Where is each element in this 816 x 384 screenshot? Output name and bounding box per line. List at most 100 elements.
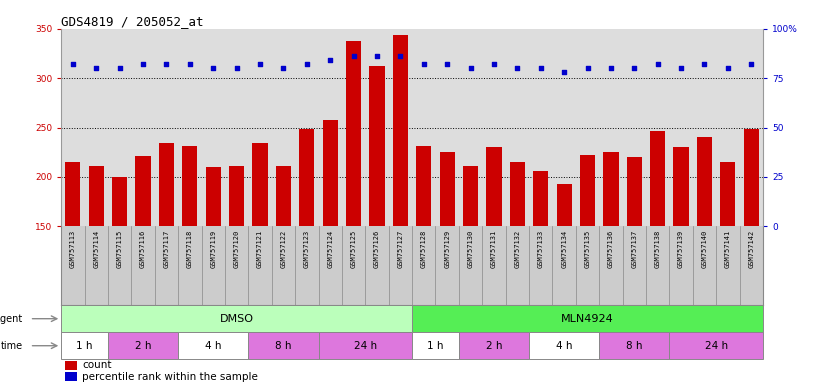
Text: DMSO: DMSO xyxy=(220,314,254,324)
Text: 24 h: 24 h xyxy=(353,341,377,351)
Point xyxy=(675,65,688,71)
Bar xyxy=(229,166,244,374)
Text: 2 h: 2 h xyxy=(135,341,151,351)
Bar xyxy=(112,177,127,374)
Bar xyxy=(178,332,248,359)
Text: GSM757136: GSM757136 xyxy=(608,230,614,268)
Text: GSM757128: GSM757128 xyxy=(421,230,427,268)
Text: GSM757130: GSM757130 xyxy=(468,230,473,268)
Bar xyxy=(459,332,529,359)
Point xyxy=(417,61,430,68)
Bar xyxy=(318,332,412,359)
Bar xyxy=(412,305,763,332)
Text: GSM757142: GSM757142 xyxy=(748,230,754,268)
Point xyxy=(90,65,103,71)
Text: GSM757124: GSM757124 xyxy=(327,230,333,268)
Text: GSM757133: GSM757133 xyxy=(538,230,543,268)
Point xyxy=(277,65,290,71)
Bar xyxy=(346,41,361,374)
Text: GSM757137: GSM757137 xyxy=(632,230,637,268)
Bar xyxy=(721,162,735,374)
Bar xyxy=(65,162,81,374)
Text: GSM757140: GSM757140 xyxy=(702,230,707,268)
Text: count: count xyxy=(82,360,112,370)
Bar xyxy=(392,35,408,374)
Bar xyxy=(108,332,178,359)
Point xyxy=(721,65,734,71)
Point xyxy=(66,61,79,68)
Point xyxy=(254,61,267,68)
Bar xyxy=(206,167,221,374)
Text: agent: agent xyxy=(0,314,23,324)
Bar xyxy=(650,131,665,374)
Point xyxy=(581,65,594,71)
Bar xyxy=(673,147,689,374)
Text: GSM757118: GSM757118 xyxy=(187,230,193,268)
Bar xyxy=(252,143,268,374)
Text: GSM757117: GSM757117 xyxy=(163,230,170,268)
Text: GSM757134: GSM757134 xyxy=(561,230,567,268)
Text: GSM757122: GSM757122 xyxy=(281,230,286,268)
Point xyxy=(347,53,360,60)
Text: GSM757132: GSM757132 xyxy=(514,230,521,268)
Point xyxy=(487,61,500,68)
Text: 4 h: 4 h xyxy=(205,341,221,351)
Text: GSM757120: GSM757120 xyxy=(233,230,240,268)
Text: GSM757135: GSM757135 xyxy=(584,230,591,268)
Point xyxy=(511,65,524,71)
Point xyxy=(745,61,758,68)
Bar xyxy=(697,137,712,374)
Bar xyxy=(61,305,412,332)
Point xyxy=(534,65,548,71)
Text: GSM757115: GSM757115 xyxy=(117,230,122,268)
Bar xyxy=(533,171,548,374)
Point xyxy=(206,65,220,71)
Bar xyxy=(61,332,108,359)
Text: GSM757141: GSM757141 xyxy=(725,230,731,268)
Bar xyxy=(89,166,104,374)
Bar xyxy=(248,332,318,359)
Point xyxy=(324,57,337,63)
Point xyxy=(441,61,454,68)
Bar xyxy=(440,152,455,374)
Bar xyxy=(299,129,314,374)
Bar xyxy=(557,184,572,374)
Text: GSM757123: GSM757123 xyxy=(304,230,310,268)
Bar xyxy=(580,155,595,374)
Point xyxy=(651,61,664,68)
Point xyxy=(394,53,407,60)
Bar xyxy=(412,332,459,359)
Point xyxy=(184,61,197,68)
Bar xyxy=(486,147,502,374)
Text: GSM757116: GSM757116 xyxy=(140,230,146,268)
Bar xyxy=(416,146,432,374)
Bar xyxy=(743,129,759,374)
Point xyxy=(160,61,173,68)
Text: 2 h: 2 h xyxy=(486,341,502,351)
Text: time: time xyxy=(1,341,23,351)
Text: GSM757127: GSM757127 xyxy=(397,230,403,268)
Point xyxy=(300,61,313,68)
Text: GSM757114: GSM757114 xyxy=(93,230,100,268)
Text: GSM757121: GSM757121 xyxy=(257,230,263,268)
Point xyxy=(113,65,126,71)
Text: GSM757119: GSM757119 xyxy=(211,230,216,268)
Bar xyxy=(627,157,642,374)
Text: 1 h: 1 h xyxy=(77,341,93,351)
Text: 24 h: 24 h xyxy=(704,341,728,351)
Point xyxy=(370,53,384,60)
Bar xyxy=(669,332,763,359)
Bar xyxy=(64,361,78,369)
Text: 8 h: 8 h xyxy=(275,341,291,351)
Bar xyxy=(276,166,291,374)
Bar xyxy=(463,166,478,374)
Text: 8 h: 8 h xyxy=(626,341,642,351)
Point xyxy=(628,65,641,71)
Bar xyxy=(64,372,78,381)
Text: GDS4819 / 205052_at: GDS4819 / 205052_at xyxy=(61,15,204,28)
Text: GSM757139: GSM757139 xyxy=(678,230,684,268)
Point xyxy=(557,69,570,75)
Text: MLN4924: MLN4924 xyxy=(561,314,614,324)
Point xyxy=(464,65,477,71)
Text: percentile rank within the sample: percentile rank within the sample xyxy=(82,372,258,382)
